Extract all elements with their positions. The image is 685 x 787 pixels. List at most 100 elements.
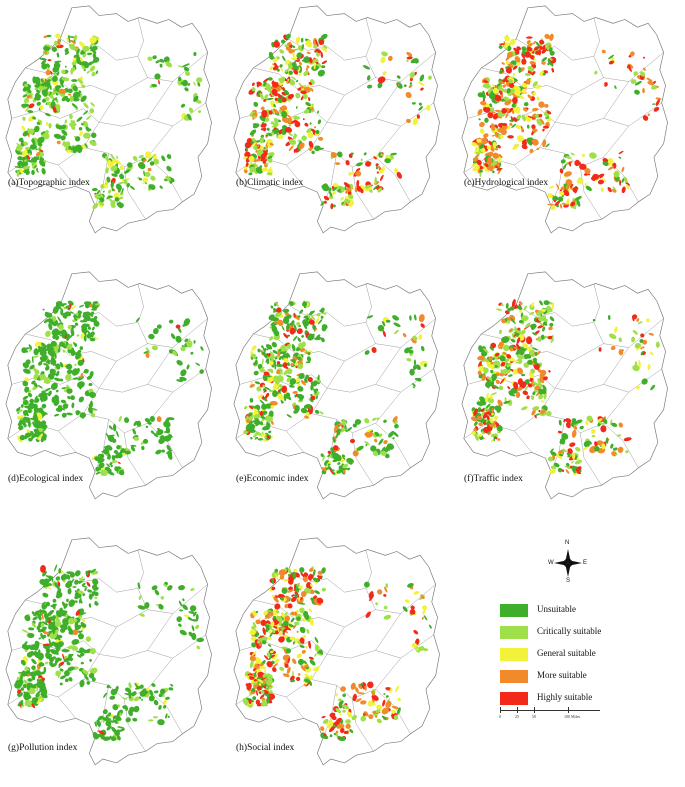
suitability-patch bbox=[632, 330, 638, 335]
suitability-patch bbox=[309, 147, 313, 152]
suitability-patch bbox=[279, 666, 285, 671]
suitability-patch bbox=[37, 433, 44, 440]
suitability-patch bbox=[165, 61, 172, 68]
suitability-patch bbox=[318, 136, 324, 141]
suitability-patch bbox=[89, 46, 93, 50]
suitability-patch bbox=[420, 594, 425, 600]
suitability-patch bbox=[526, 46, 533, 52]
suitability-patch bbox=[548, 370, 551, 373]
suitability-patch bbox=[20, 158, 25, 161]
suitability-patch bbox=[571, 418, 577, 423]
suitability-patch bbox=[262, 159, 266, 164]
suitability-patch bbox=[342, 463, 349, 469]
suitability-patch bbox=[535, 41, 541, 47]
suitability-patch bbox=[479, 171, 482, 178]
suitability-patch bbox=[478, 422, 483, 427]
suitability-patch bbox=[42, 132, 50, 140]
suitability-patch bbox=[496, 308, 503, 311]
suitability-patch bbox=[526, 43, 534, 48]
suitability-patch bbox=[73, 341, 77, 347]
panel-caption: (d)Ecological index bbox=[8, 474, 84, 484]
suitability-patch bbox=[366, 84, 373, 89]
suitability-patch bbox=[299, 567, 305, 573]
suitability-patch bbox=[133, 705, 140, 713]
suitability-patch bbox=[117, 181, 125, 185]
suitability-patch bbox=[111, 455, 116, 461]
suitability-patch bbox=[58, 324, 64, 330]
suitability-patch bbox=[301, 649, 306, 654]
suitability-patch bbox=[22, 165, 31, 170]
suitability-patch bbox=[22, 395, 29, 400]
suitability-patch bbox=[159, 58, 165, 63]
suitability-patch bbox=[21, 347, 27, 354]
suitability-patch bbox=[302, 575, 308, 583]
suitability-patch bbox=[539, 300, 543, 306]
suitability-patch bbox=[527, 115, 536, 119]
suitability-patch bbox=[533, 40, 536, 45]
suitability-patch bbox=[55, 594, 61, 599]
suitability-patch bbox=[95, 70, 99, 75]
suitability-patch bbox=[601, 443, 606, 450]
suitability-patch bbox=[303, 572, 309, 577]
suitability-patch bbox=[287, 334, 290, 337]
suitability-patch bbox=[517, 305, 521, 310]
suitability-patch bbox=[538, 113, 543, 118]
suitability-patch bbox=[615, 453, 618, 456]
suitability-patch bbox=[28, 392, 33, 398]
suitability-patch bbox=[368, 714, 374, 720]
suitability-patch bbox=[522, 390, 529, 396]
suitability-patch bbox=[543, 110, 548, 116]
suitability-patch bbox=[342, 704, 350, 710]
suitability-patch bbox=[636, 318, 640, 322]
suitability-patch bbox=[42, 570, 47, 577]
suitability-patch bbox=[250, 141, 257, 148]
suitability-patch bbox=[500, 361, 506, 367]
suitability-patch bbox=[44, 661, 49, 665]
suitability-patch bbox=[117, 726, 125, 729]
suitability-patch bbox=[125, 717, 131, 723]
suitability-patch bbox=[478, 166, 484, 170]
suitability-patch bbox=[85, 570, 89, 576]
suitability-patch bbox=[634, 80, 642, 86]
suitability-patch bbox=[564, 465, 571, 469]
suitability-patch bbox=[112, 423, 117, 432]
suitability-patch bbox=[289, 675, 295, 682]
suitability-patch bbox=[33, 407, 40, 413]
suitability-patch bbox=[642, 88, 645, 94]
suitability-patch bbox=[265, 83, 271, 89]
suitability-patch bbox=[619, 179, 622, 186]
suitability-patch bbox=[266, 435, 271, 440]
panel-caption: (c)Hydrological index bbox=[464, 178, 549, 188]
suitability-patch bbox=[345, 160, 350, 166]
suitability-patch bbox=[510, 88, 515, 94]
suitability-patch bbox=[180, 369, 187, 377]
suitability-patch bbox=[565, 469, 570, 474]
suitability-patch bbox=[30, 93, 34, 96]
suitability-patch bbox=[375, 166, 379, 170]
suitability-patch bbox=[40, 396, 43, 403]
suitability-patch bbox=[271, 595, 275, 598]
suitability-patch bbox=[251, 137, 257, 143]
suitability-patch bbox=[187, 113, 192, 121]
suitability-patch bbox=[287, 657, 291, 664]
suitability-patch bbox=[31, 665, 36, 670]
suitability-patch bbox=[22, 683, 27, 689]
suitability-patch bbox=[393, 329, 399, 335]
suitability-patch bbox=[490, 439, 495, 442]
suitability-patch bbox=[650, 384, 656, 391]
suitability-patch bbox=[99, 192, 104, 199]
suitability-patch bbox=[106, 725, 112, 731]
suitability-patch bbox=[31, 169, 35, 176]
suitability-patch bbox=[355, 170, 362, 177]
suitability-patch bbox=[558, 191, 565, 196]
suitability-patch bbox=[507, 386, 511, 390]
suitability-patch bbox=[471, 142, 478, 147]
suitability-patch bbox=[252, 668, 256, 672]
suitability-patch bbox=[394, 167, 399, 174]
suitability-patch bbox=[70, 120, 74, 123]
suitability-patch bbox=[116, 445, 121, 450]
suitability-patch bbox=[547, 193, 553, 199]
suitability-patch bbox=[377, 187, 383, 193]
suitability-patch bbox=[317, 110, 320, 114]
suitability-patch bbox=[331, 715, 337, 721]
